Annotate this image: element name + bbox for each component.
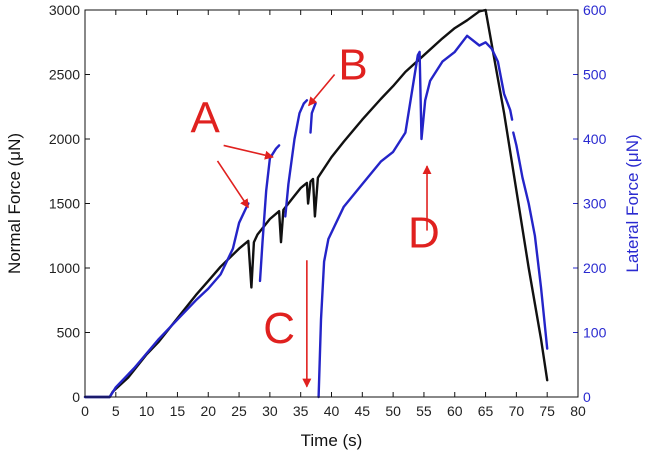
tick-labels-layer: 0 5 10 15 20 25 30 35 40 45 50 55 60 65 70 75 8005001000… (49, 2, 607, 419)
x-axis-title: Time (s) (301, 431, 363, 450)
x-tick-label: 45 (355, 403, 371, 419)
x-tick-label: 70 (509, 403, 525, 419)
y-tick-label-right: 100 (583, 325, 607, 341)
x-tick-label: 10 (139, 403, 155, 419)
x-tick-label: 15 (170, 403, 186, 419)
x-tick-label: 5 (112, 403, 120, 419)
y-tick-label-left: 1500 (49, 196, 80, 212)
series-layer (83, 8, 549, 399)
x-tick-label: 50 (385, 403, 401, 419)
x-tick-label: 40 (324, 403, 340, 419)
annotation-label: D (408, 208, 440, 257)
lateral-force-line (317, 34, 514, 399)
lateral-force-line (512, 131, 549, 350)
normal-force-line (83, 8, 549, 399)
ticks-layer (84, 9, 579, 398)
y-axis-title-right: Lateral Force (μN) (623, 134, 642, 272)
x-tick-label: 60 (447, 403, 463, 419)
y-tick-label-right: 0 (583, 389, 591, 405)
y-tick-label-right: 200 (583, 260, 607, 276)
annotation-label: A (190, 94, 220, 143)
y-tick-label-left: 1000 (49, 260, 80, 276)
annotation-label: C (263, 304, 295, 353)
x-tick-label: 20 (200, 403, 216, 419)
lateral-force-line (309, 102, 317, 134)
y-tick-label-left: 2500 (49, 67, 80, 83)
y-tick-label-right: 500 (583, 67, 607, 83)
y-tick-label-left: 2000 (49, 131, 80, 147)
y-tick-label-right: 300 (583, 196, 607, 212)
annotations-layer: A B C D (190, 41, 440, 388)
x-tick-label: 65 (478, 403, 494, 419)
x-tick-label: 35 (293, 403, 309, 419)
y-tick-label-right: 400 (583, 131, 607, 147)
y-axis-title-left: Normal Force (μN) (5, 133, 24, 274)
x-tick-label: 0 (81, 403, 89, 419)
x-tick-label: 75 (539, 403, 555, 419)
plot-frame (84, 9, 579, 398)
x-tick-label: 25 (231, 403, 247, 419)
annotation-arrow (223, 144, 274, 160)
lateral-force-line (258, 144, 281, 283)
x-tick-label: 80 (570, 403, 586, 419)
x-tick-label: 30 (262, 403, 278, 419)
y-tick-label-left: 3000 (49, 2, 80, 18)
annotation-arrow (216, 160, 249, 209)
y-tick-label-left: 500 (57, 325, 81, 341)
annotation-label: B (338, 41, 367, 90)
y-tick-label-right: 600 (583, 2, 607, 18)
lateral-force-line (83, 202, 250, 399)
x-tick-label: 55 (416, 403, 432, 419)
y-tick-label-left: 0 (72, 389, 80, 405)
lateral-force-line (284, 99, 309, 218)
annotation-arrow (308, 73, 336, 107)
